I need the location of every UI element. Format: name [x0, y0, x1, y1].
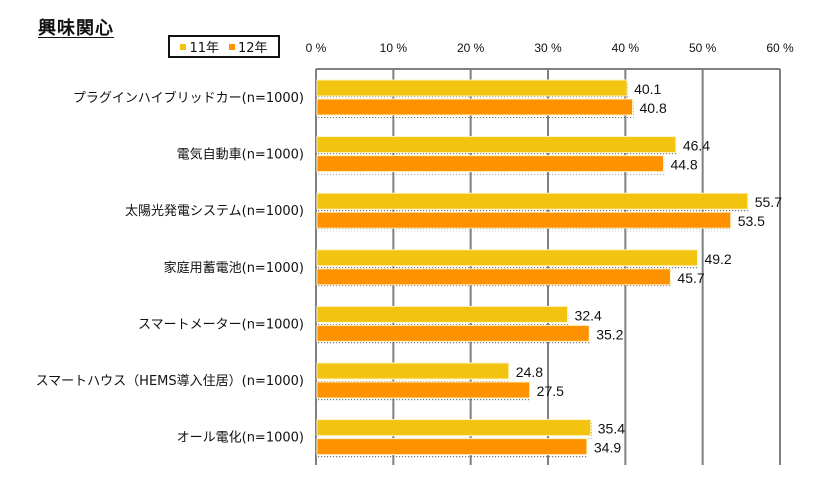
x-tick-label-10: 10 %: [380, 41, 408, 55]
bar-12: [316, 98, 634, 116]
bar-12: [316, 268, 671, 286]
bar-11: [316, 362, 510, 380]
bars: [316, 79, 749, 458]
value-label: 46.4: [683, 138, 710, 154]
x-tick-label-20: 20 %: [457, 41, 485, 55]
value-label: 44.8: [670, 157, 697, 173]
category-label: 電気自動車(n=1000): [177, 147, 304, 163]
bar-11: [316, 192, 749, 210]
bar-11: [316, 419, 592, 437]
value-label: 32.4: [575, 307, 602, 323]
bar-11: [316, 305, 569, 323]
category-label: オール電化(n=1000): [177, 431, 304, 446]
value-label: 45.7: [677, 270, 704, 286]
category-label: プラグインハイブリッドカー(n=1000): [73, 90, 304, 106]
chart-title: 興味関心: [38, 18, 114, 39]
category-label: スマートハウス（HEMS導入住居）(n=1000): [36, 374, 304, 389]
labels: 0 % 10 % 20 % 30 % 40 % 50 % 60 % プラグインハイブリッドカー…: [36, 41, 794, 456]
category-label: スマートメーター(n=1000): [138, 317, 304, 332]
value-label: 35.4: [598, 421, 625, 437]
value-label: 49.2: [704, 251, 731, 267]
x-tick-label-60: 60 %: [766, 41, 794, 55]
bar-12: [316, 324, 590, 342]
category-label: 太陽光発電システム(n=1000): [125, 204, 304, 219]
value-label: 27.5: [537, 383, 564, 399]
bar-12: [316, 211, 732, 229]
value-label: 53.5: [738, 213, 765, 229]
bar-12: [316, 155, 664, 173]
bar-11: [316, 249, 698, 267]
value-label: 24.8: [516, 364, 543, 380]
value-label: 55.7: [755, 194, 782, 210]
bar-12: [316, 381, 531, 399]
legend-label-11: 11年: [189, 41, 219, 56]
legend-swatch-11: [180, 43, 187, 50]
value-label: 35.2: [596, 326, 623, 342]
legend-swatch-12: [229, 43, 235, 50]
x-tick-label-30: 30 %: [534, 41, 562, 55]
legend: 11年 12年: [168, 35, 280, 58]
bar-11: [316, 136, 677, 154]
value-label: 34.9: [594, 440, 621, 456]
legend-item-11: 11年: [180, 37, 219, 56]
bar-11: [316, 79, 628, 97]
category-label: 家庭用蓄電池(n=1000): [164, 260, 304, 276]
legend-item-12: 12年: [229, 37, 268, 56]
x-tick-label-50: 50 %: [689, 41, 717, 55]
x-tick-label-0: 0 %: [306, 41, 327, 55]
value-label: 40.1: [634, 81, 661, 97]
value-label: 40.8: [640, 100, 667, 116]
x-tick-label-40: 40 %: [612, 41, 640, 55]
legend-label-12: 12年: [238, 41, 268, 56]
bar-12: [316, 438, 588, 456]
